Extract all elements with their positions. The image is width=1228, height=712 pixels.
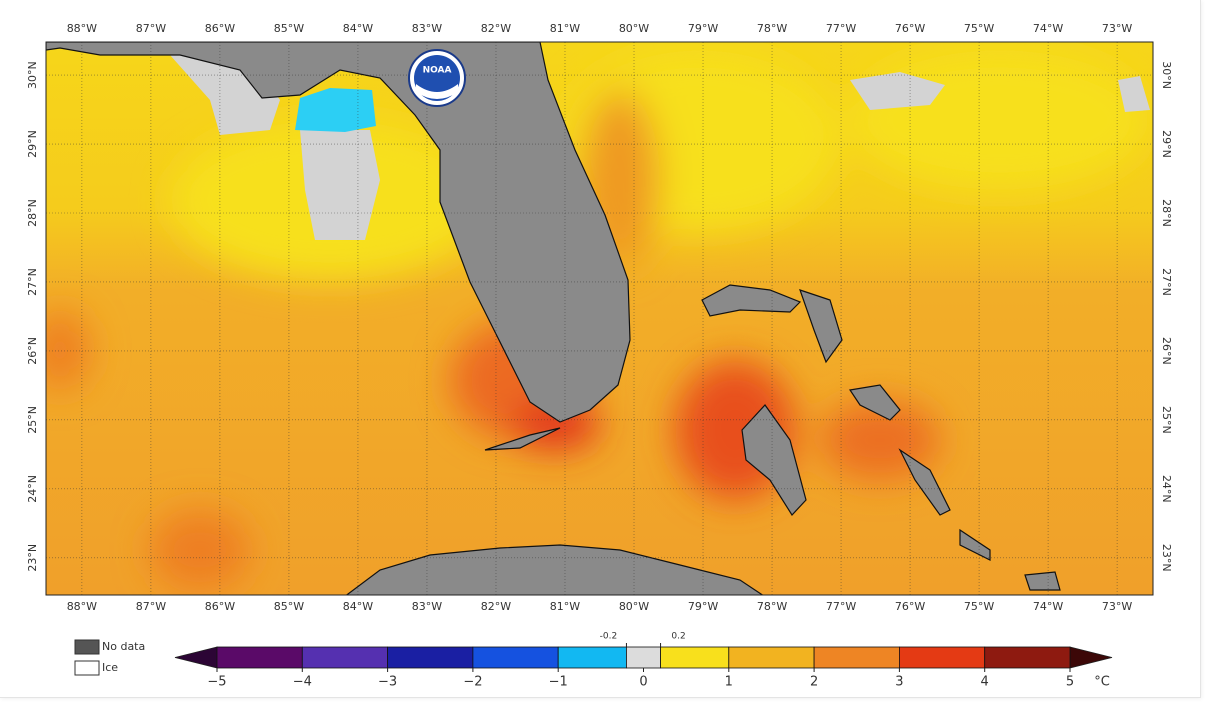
colorbar-minor-label: 0.2 [671,632,685,642]
lat-label: 25°N [1160,406,1173,434]
lat-label: 26°N [26,337,39,365]
lat-label: 26°N [1160,337,1173,365]
lon-label: 76°W [895,600,925,613]
lon-label: 77°W [826,22,856,35]
colorbar-minor-label: -0.2 [600,632,618,642]
card [0,0,1201,698]
colorbar-tick-label: 5 [1066,675,1074,690]
lon-label: 73°W [1102,600,1132,613]
lon-label: 80°W [619,600,649,613]
colorbar-segment [301,646,388,669]
colorbar: −5 −4 −3 −2 −1 0 1 2 3 4 5 -0.2 0.2 °C [174,632,1113,690]
lat-label: 29°N [1160,130,1173,158]
colorbar-tick-label: 4 [981,675,989,690]
lon-label: 86°W [205,22,235,35]
ice-like-patch [295,88,376,132]
colorbar-unit: °C [1094,675,1110,690]
lat-label: 27°N [1160,268,1173,296]
colorbar-segment [660,646,730,669]
ice-swatch [74,660,100,676]
colorbar-segment [216,646,303,669]
lon-label: 81°W [550,22,580,35]
colorbar-tick-label: 1 [725,675,733,690]
lon-label: 78°W [757,22,787,35]
colorbar-segment [626,646,661,669]
colorbar-tick-label: 2 [810,675,818,690]
lon-label: 79°W [688,22,718,35]
lon-label: 76°W [895,22,925,35]
lat-label: 24°N [26,475,39,503]
colorbar-segment [557,646,627,669]
colorbar-tick-label: −5 [207,675,226,690]
no-data-swatch [74,639,100,655]
logo-text: NOAA [423,66,452,76]
colorbar-segment [984,646,1071,669]
lat-label: 28°N [1160,199,1173,227]
lon-label: 82°W [481,22,511,35]
colorbar-over [1069,646,1113,669]
lat-label: 30°N [26,61,39,89]
lat-label: 30°N [1160,61,1173,89]
colorbar-tick-label: −1 [549,675,568,690]
colorbar-tick-label: 3 [895,675,903,690]
lon-label: 82°W [481,600,511,613]
lon-label: 80°W [619,22,649,35]
colorbar-segment [728,646,815,669]
lon-label: 79°W [688,600,718,613]
lon-label: 77°W [826,600,856,613]
colorbar-segment [472,646,559,669]
lat-label: 27°N [26,268,39,296]
lon-label: 75°W [964,22,994,35]
lon-label: 75°W [964,600,994,613]
lon-label: 81°W [550,600,580,613]
lat-label: 24°N [1160,475,1173,503]
lon-label: 85°W [274,600,304,613]
graticule [46,42,1153,595]
lon-label: 87°W [136,600,166,613]
lon-label: 83°W [412,600,442,613]
lon-label: 84°W [343,600,373,613]
legend-label: Ice [102,661,118,674]
lon-label: 86°W [205,600,235,613]
map-area [46,42,1153,595]
map-frame [45,41,1154,596]
colorbar-tick-label: −4 [293,675,312,690]
lat-label: 29°N [26,130,39,158]
lon-label: 83°W [412,22,442,35]
colorbar-tick-label: −3 [378,675,397,690]
lon-label: 84°W [343,22,373,35]
colorbar-segment [813,646,900,669]
lon-label: 87°W [136,22,166,35]
lon-label: 78°W [757,600,787,613]
lat-label: 28°N [26,199,39,227]
legend-label: No data [102,640,145,653]
lat-label: 23°N [1160,544,1173,572]
lon-label: 88°W [67,22,97,35]
lon-label: 73°W [1102,22,1132,35]
land [46,42,1061,595]
lon-label: 74°W [1033,600,1063,613]
logo: NOAA [408,49,466,107]
lon-label: 88°W [67,600,97,613]
lat-label: 25°N [26,406,39,434]
colorbar-tick-label: −2 [463,675,482,690]
lat-label: 23°N [26,544,39,572]
lon-label: 85°W [274,22,304,35]
lon-label: 74°W [1033,22,1063,35]
colorbar-segment [387,646,474,669]
colorbar-under [174,646,218,669]
colorbar-segment [899,646,986,669]
colorbar-tick-label: 0 [639,675,647,690]
